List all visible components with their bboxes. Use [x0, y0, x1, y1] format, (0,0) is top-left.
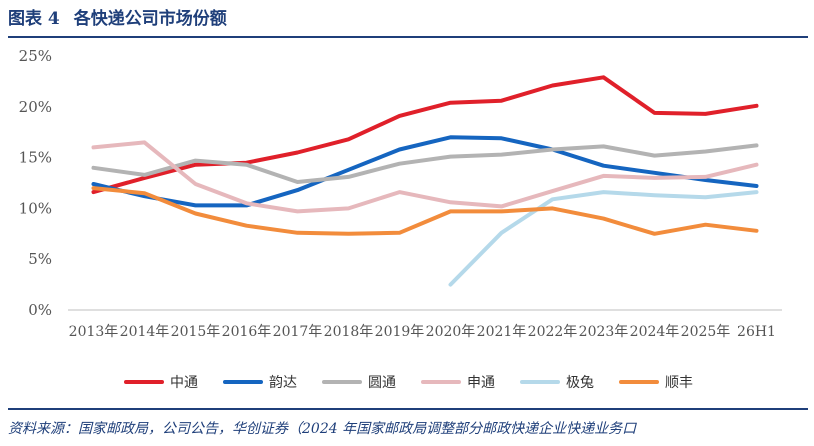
series-line: [91, 75, 759, 195]
x-tick-label: 2020年: [426, 324, 476, 340]
x-tick-label: 2023年: [579, 324, 629, 340]
x-tick-label: 26H1: [737, 324, 776, 340]
y-tick-label: 20%: [19, 98, 52, 116]
x-tick-label: 2022年: [528, 324, 578, 340]
legend-label: 韵达: [269, 375, 297, 391]
x-tick-label: 2015年: [171, 324, 221, 340]
y-tick-label: 5%: [28, 250, 52, 268]
x-tick-label: 2014年: [120, 324, 170, 340]
legend-label: 顺丰: [665, 375, 693, 391]
y-tick-label: 15%: [19, 149, 52, 167]
chart-legend: 中通 韵达 圆通 申通 极兔 顺丰: [124, 375, 693, 391]
legend-label: 圆通: [368, 375, 396, 391]
series-line: [448, 190, 759, 287]
y-tick-label: 25%: [19, 47, 52, 65]
figure-title-text: 各快递公司市场份额: [73, 9, 227, 29]
source-note: 资料来源：国家邮政局，公司公告，华创证券（2024 年国家邮政局调整部分邮政快递…: [8, 421, 637, 437]
x-tick-label: 2019年: [375, 324, 425, 340]
x-tick-label: 2025年: [681, 324, 731, 340]
y-tick-label: 0%: [28, 301, 52, 319]
source-divider: [8, 408, 808, 410]
x-tick-label: 2016年: [222, 324, 272, 340]
series-line: [91, 143, 759, 184]
legend-item: 顺丰: [619, 375, 693, 391]
series-line: [91, 186, 759, 236]
x-tick-label: 2018年: [324, 324, 374, 340]
x-tick-label: 2024年: [630, 324, 680, 340]
figure-title: 图表 4 各快递公司市场份额: [8, 4, 227, 29]
legend-label: 极兔: [566, 375, 594, 391]
title-divider: [8, 36, 808, 38]
legend-label: 申通: [467, 375, 495, 391]
legend-item: 极兔: [520, 375, 594, 391]
y-tick-label: 10%: [19, 199, 52, 217]
legend-item: 圆通: [322, 375, 396, 391]
x-tick-label: 2017年: [273, 324, 323, 340]
series-line: [91, 135, 759, 208]
line-chart: 25%20%15%10%5%0% 2013年 2014年 2015年 2016年 201…: [19, 47, 782, 391]
series-lines: [91, 75, 759, 287]
legend-item: 韵达: [223, 375, 297, 391]
figure-label: 图表 4: [8, 9, 60, 29]
y-axis: 25% 20% 15% 10% 5% 0%: [19, 47, 52, 319]
legend-label: 中通: [170, 375, 198, 391]
x-tick-label: 2021年: [477, 324, 527, 340]
x-tick-label: 2013年: [69, 324, 119, 340]
legend-item: 中通: [124, 375, 198, 391]
x-axis: 2013年 2014年 2015年 2016年 2017年 2018年 2019年 2020年…: [69, 324, 776, 340]
legend-item: 申通: [421, 375, 495, 391]
series-line: [91, 140, 759, 214]
